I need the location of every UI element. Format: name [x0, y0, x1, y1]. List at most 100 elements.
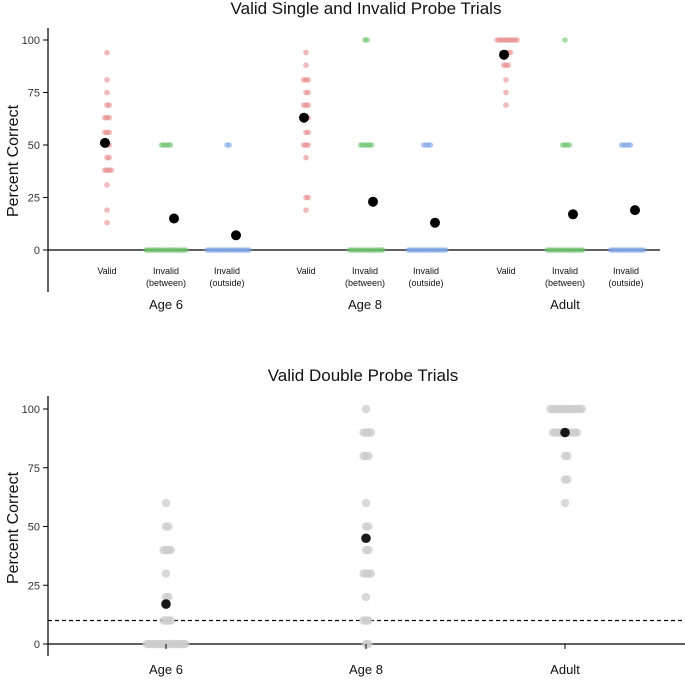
data-point: [104, 207, 110, 213]
data-point: [364, 37, 371, 43]
data-point: [548, 428, 558, 437]
data-point: [443, 247, 449, 253]
data-point: [514, 37, 520, 43]
data-point: [368, 142, 375, 148]
mean-point: [560, 427, 570, 438]
data-point: [104, 182, 110, 188]
condition-label: Valid: [296, 266, 315, 276]
condition-label: (outside): [209, 278, 244, 288]
y-tick-label: 50: [28, 522, 40, 534]
data-point: [301, 77, 307, 83]
data-point: [226, 142, 232, 148]
data-point: [546, 404, 555, 414]
data-point: [166, 616, 176, 625]
data-point: [104, 49, 110, 56]
data-point: [364, 522, 373, 531]
data-point: [301, 142, 307, 148]
data-point: [507, 49, 514, 56]
data-point: [301, 102, 307, 108]
data-point: [427, 142, 434, 148]
condition-label: (between): [146, 278, 186, 288]
group-label: Adult: [550, 297, 580, 312]
data-point: [544, 247, 551, 253]
y-tick-label: 100: [22, 404, 40, 416]
condition-label: Invalid: [413, 266, 439, 276]
y-tick-label: 100: [22, 35, 40, 47]
data-point: [361, 592, 371, 602]
chart-title: Valid Double Probe Trials: [268, 366, 459, 385]
data-point: [346, 247, 353, 253]
condition-label: (between): [545, 278, 585, 288]
data-point: [106, 114, 112, 121]
data-point: [303, 154, 309, 161]
condition-label: (outside): [608, 278, 643, 288]
data-point: [503, 89, 509, 96]
condition-label: Valid: [496, 266, 515, 276]
mean-point: [361, 533, 371, 544]
data-point: [106, 102, 112, 108]
chart-title: Valid Single and Invalid Probe Trials: [231, 0, 502, 18]
mean-point: [169, 213, 179, 224]
y-axis-label: Percent Correct: [5, 104, 22, 217]
y-tick-label: 0: [34, 639, 40, 651]
condition-label: Valid: [97, 266, 116, 276]
data-point: [158, 142, 165, 148]
mean-point: [299, 112, 309, 123]
data-point: [183, 247, 189, 253]
mean-point: [499, 49, 509, 60]
data-point: [366, 569, 376, 578]
mean-point: [568, 209, 578, 220]
data-point: [305, 77, 312, 83]
data-point: [161, 569, 171, 578]
data-point: [421, 142, 427, 148]
data-point: [607, 247, 614, 253]
data-point: [361, 404, 371, 414]
data-point: [161, 498, 171, 508]
data-point: [577, 404, 587, 414]
data-point: [104, 89, 110, 96]
condition-label: Invalid: [352, 266, 378, 276]
data-point: [359, 616, 368, 625]
data-point: [303, 49, 309, 56]
data-point: [560, 142, 566, 148]
y-tick-label: 25: [28, 193, 40, 205]
mean-point: [630, 205, 640, 216]
data-point: [106, 129, 112, 136]
data-point: [366, 428, 376, 437]
data-point: [364, 639, 373, 649]
x-tick-label: Age 8: [349, 662, 383, 677]
data-point: [102, 167, 108, 173]
mean-point: [161, 599, 171, 609]
data-point: [503, 102, 509, 108]
data-point: [167, 142, 174, 148]
data-point: [166, 545, 176, 555]
data-point: [303, 62, 309, 68]
data-point: [305, 89, 312, 96]
data-point: [618, 142, 625, 148]
x-tick-label: Adult: [550, 662, 580, 677]
data-point: [563, 451, 572, 461]
data-point: [359, 451, 368, 461]
data-point: [164, 522, 173, 531]
condition-label: Invalid: [552, 266, 578, 276]
data-point: [104, 219, 110, 226]
data-point: [364, 545, 373, 555]
data-point: [572, 428, 582, 437]
data-point: [106, 154, 112, 161]
condition-label: (outside): [408, 278, 443, 288]
data-point: [305, 102, 312, 108]
data-point: [104, 77, 110, 83]
data-point: [180, 639, 190, 649]
condition-label: (between): [345, 278, 385, 288]
data-point: [357, 142, 364, 148]
data-point: [143, 247, 149, 253]
data-point: [379, 247, 386, 253]
data-point: [359, 569, 368, 578]
valid-double-probe-chart: Valid Double Probe Trials Percent Correc…: [5, 366, 685, 677]
y-tick-label: 0: [34, 245, 40, 257]
data-point: [159, 545, 168, 555]
mean-point: [368, 196, 378, 207]
data-point: [359, 428, 368, 437]
data-point: [640, 247, 647, 253]
